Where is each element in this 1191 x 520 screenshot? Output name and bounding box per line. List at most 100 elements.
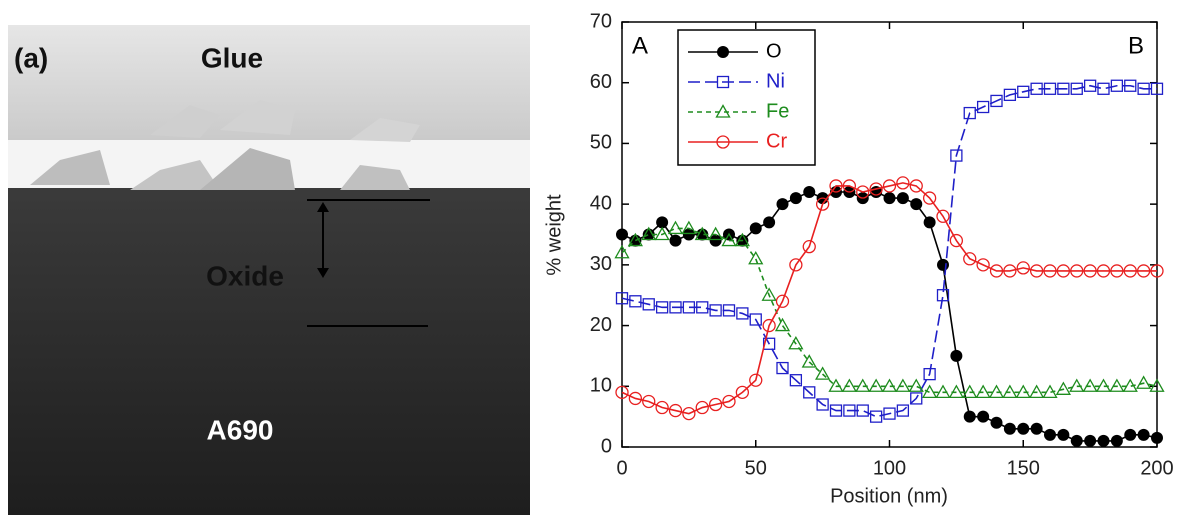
series: [615, 79, 1164, 423]
marker: [1124, 428, 1137, 441]
marker: [1003, 88, 1017, 102]
marker: [1070, 264, 1084, 278]
marker: [1057, 428, 1070, 441]
marker: [802, 239, 816, 254]
marker: [1030, 422, 1043, 435]
y-axis-label: % weight: [543, 194, 565, 276]
marker: [615, 292, 629, 305]
marker: [1150, 264, 1164, 278]
legend-label: O: [766, 40, 782, 62]
marker: [816, 398, 829, 411]
marker: [1097, 82, 1110, 95]
marker: [882, 179, 897, 193]
marker: [962, 384, 978, 399]
series: [616, 186, 1163, 447]
marker: [667, 220, 684, 235]
marker: [963, 252, 977, 266]
marker: [655, 400, 669, 415]
x-axis-label: Position (nm): [830, 485, 948, 507]
marker: [717, 46, 729, 58]
marker: [869, 182, 883, 196]
marker: [1150, 82, 1164, 95]
y-tick-label: 70: [590, 10, 612, 32]
y-tick-label: 50: [590, 132, 612, 154]
image-label: Oxide: [206, 260, 284, 291]
marker: [656, 216, 669, 229]
marker: [910, 198, 923, 211]
marker: [708, 226, 724, 241]
marker: [614, 244, 630, 259]
marker: [1043, 82, 1057, 95]
marker: [762, 337, 776, 350]
marker: [749, 373, 763, 387]
marker: [655, 301, 669, 314]
marker: [856, 185, 870, 199]
legend-box: [677, 29, 816, 166]
image-label: A690: [207, 414, 274, 445]
marker: [990, 416, 1003, 429]
marker: [896, 404, 910, 417]
marker: [989, 264, 1004, 278]
marker: [696, 301, 709, 314]
marker: [1110, 264, 1124, 278]
marker: [615, 385, 629, 400]
marker: [669, 234, 682, 247]
image-label: Glue: [201, 42, 263, 73]
x-tick-label: 0: [616, 457, 627, 479]
marker: [1003, 264, 1017, 278]
y-tick-label: 20: [590, 314, 612, 336]
marker: [908, 378, 924, 392]
y-tick-label: 0: [601, 435, 612, 457]
marker: [815, 366, 831, 380]
marker: [1082, 378, 1098, 392]
marker: [881, 378, 898, 392]
marker: [1122, 378, 1138, 392]
marker: [842, 179, 857, 193]
marker: [694, 226, 710, 241]
marker: [990, 94, 1003, 108]
marker: [654, 226, 670, 241]
marker: [774, 317, 791, 332]
marker: [627, 232, 643, 247]
marker: [855, 378, 871, 392]
legend-label: Cr: [766, 130, 787, 152]
marker: [749, 313, 762, 326]
marker: [801, 354, 817, 368]
marker: [1109, 378, 1125, 392]
marker: [950, 149, 963, 162]
marker: [1055, 381, 1071, 395]
marker: [1016, 261, 1030, 275]
marker: [762, 318, 776, 333]
marker: [789, 374, 803, 387]
marker: [1136, 264, 1151, 278]
marker: [977, 410, 990, 423]
marker: [708, 397, 723, 412]
marker: [629, 295, 642, 308]
series: [614, 220, 1165, 399]
marker: [642, 228, 655, 241]
marker: [682, 406, 696, 421]
annotation: A: [632, 32, 648, 59]
marker: [936, 289, 950, 302]
marker: [1029, 384, 1045, 399]
marker: [1003, 422, 1016, 435]
marker: [976, 100, 990, 114]
micrograph: (a) Glue Oxide A690: [8, 25, 530, 515]
annotation: B: [1128, 32, 1144, 59]
marker: [1056, 264, 1071, 278]
marker: [815, 197, 830, 211]
marker: [1137, 428, 1150, 441]
marker: [682, 301, 696, 314]
marker: [896, 176, 910, 190]
marker: [1151, 431, 1163, 444]
marker: [709, 304, 722, 317]
x-tick-label: 200: [1140, 457, 1173, 479]
marker: [829, 179, 843, 193]
marker: [1083, 79, 1097, 92]
marker: [776, 198, 789, 211]
marker: [963, 410, 976, 423]
marker: [1057, 82, 1070, 95]
marker: [935, 384, 951, 399]
marker: [616, 228, 628, 241]
panel-label: (a): [14, 42, 48, 73]
